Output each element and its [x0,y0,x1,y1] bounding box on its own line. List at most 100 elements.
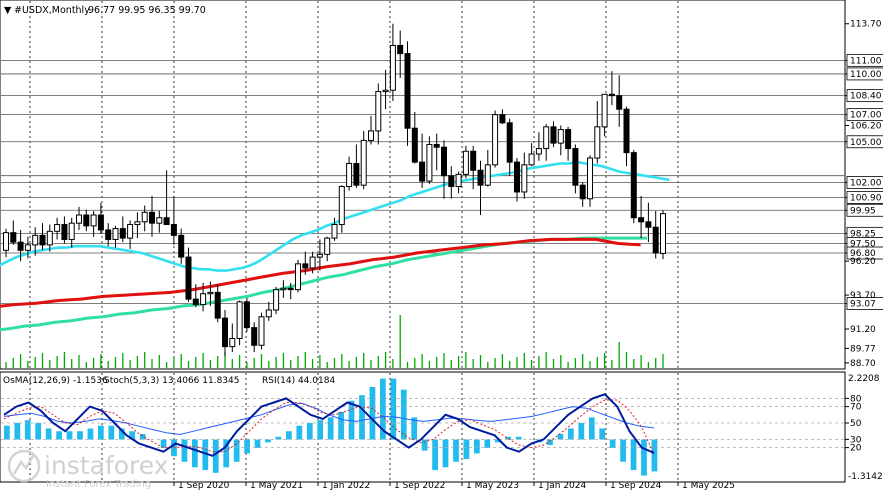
osma-bar [327,417,334,440]
instaforex-watermark: instaforex Instant Forex Trading [7,449,169,490]
osma-bar [515,436,522,440]
candle-body [149,211,155,224]
candle-body [24,244,31,251]
candle-body [316,253,323,258]
candle-body [17,241,24,251]
osma-bar [244,439,250,454]
price-level-box [846,108,883,122]
osma-bar [129,431,136,440]
price-axis-label: 93.70 [850,291,876,301]
osma-bar [160,439,167,448]
candle-body [477,169,484,186]
candle-body [550,126,557,144]
candle-body [506,122,513,163]
symbol-dropdown-arrow[interactable]: ▼ [4,5,12,16]
candle-body [32,234,39,246]
candle-body [389,44,396,91]
osma-bar [275,436,282,440]
stoch-axis-label: 80 [850,394,862,404]
price-axis-label: 105.00 [850,138,882,148]
candle-body [521,164,528,193]
time-axis-label: 1 Sep 2024 [610,481,662,491]
price-level-box [846,190,883,204]
watermark-brand: instaforex [44,451,169,480]
price-level-box [846,67,883,81]
candle-body [543,126,550,150]
candle-body [404,53,411,129]
indicators [1,378,845,476]
osma-bar [505,436,512,440]
stoch-axis-label: 50 [850,419,862,429]
candle-body [265,309,272,318]
osma-bar [108,425,115,440]
osma-bar [317,420,324,440]
osma-axis-label: 2.2208 [848,374,880,384]
candle-body [229,337,236,348]
candle-body [638,217,645,223]
price-level-box [846,53,883,67]
candle-body [360,139,367,186]
candle-body [499,114,506,124]
candle-body [652,226,659,254]
candle-body [338,186,345,226]
osma-bar [359,395,365,440]
candle-body [61,224,68,240]
candle-body [97,214,104,231]
osma-bar [411,417,418,440]
candle-body [514,161,520,193]
osma-bar [35,422,42,440]
candle-body [616,95,623,110]
candle-body [601,93,608,128]
candle-body [134,221,141,226]
osma-bar [24,420,31,440]
candle-body [207,291,214,295]
candle-body [572,148,579,186]
osma-bar [139,434,146,440]
candle-body [76,214,82,224]
candle-body [492,114,499,166]
candle-body [368,130,374,141]
candle-body [185,256,192,300]
time-axis-label: 1 Sep 2022 [394,481,445,491]
osma-bar [588,417,595,440]
candle-body [156,217,163,224]
candle-body [258,316,265,346]
candle-body [236,301,243,339]
price-axis-label: 97.50 [850,240,876,250]
price-level-box [846,297,883,311]
candle-body [484,164,491,186]
osma-bar [118,428,125,440]
candle-body [557,129,564,144]
osma-bar [45,428,52,440]
osma-bar [369,386,376,440]
osma-bar [620,439,626,462]
candle-body [397,44,404,55]
osma-bar [212,439,219,473]
candle-body [302,263,309,269]
candle-body [448,175,455,188]
candle-body [178,234,185,258]
candle-body [623,108,630,154]
time-axis-label: 1 Jan 2022 [322,481,370,491]
candle-body [119,228,126,239]
price-axis-label: 91.20 [850,325,876,335]
candle-body [382,89,389,93]
candle-body [222,317,228,348]
candle-body [39,234,46,246]
osma-bar [286,431,292,440]
osma-bar [380,378,386,440]
candle-body [105,229,112,240]
osma-bar [463,439,470,459]
time-axis-label: 1 May 2025 [682,481,735,491]
candle-body [353,162,360,186]
candle-body [83,214,90,227]
osma-bar [233,439,240,462]
candle-body [280,287,287,291]
price-axis-label: 100.90 [850,193,882,203]
candle-body [426,143,433,182]
candle-body [10,232,17,243]
candle-body [645,221,652,228]
osma-bar [56,431,62,440]
